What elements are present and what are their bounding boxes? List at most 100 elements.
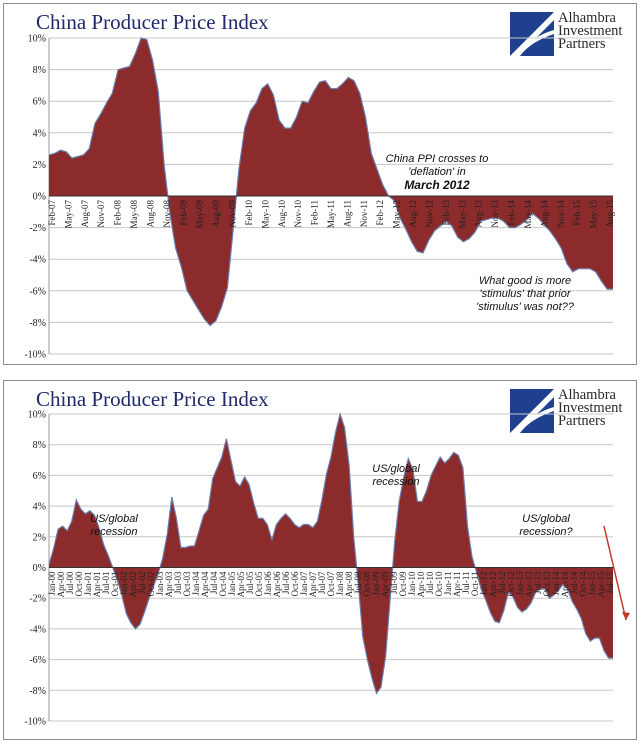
x-tick-label: Oct-13 [542, 571, 552, 596]
x-tick-label: Oct-07 [326, 571, 336, 596]
x-tick-label: Jan-13 [515, 571, 525, 595]
logo-text-line1: Alhambra [558, 10, 616, 26]
x-tick-label: Aug-08 [146, 200, 156, 228]
x-tick-label: Apr-12 [488, 572, 498, 598]
x-tick-label: Jul-08 [353, 571, 363, 594]
y-tick-label: -6% [29, 655, 46, 666]
x-tick-label: Jan-00 [47, 571, 57, 595]
x-tick-label: Oct-01 [110, 572, 120, 597]
x-tick-label: Jan-07 [299, 571, 309, 595]
x-tick-label: Nov-07 [96, 199, 106, 227]
ppi-line [48, 411, 613, 695]
x-tick-label: Apr-10 [416, 571, 426, 597]
trend-arrow [603, 525, 627, 621]
x-tick-label: Nov-13 [490, 199, 500, 227]
logo-text-line2: Investment [558, 400, 623, 416]
x-tick-label: May-08 [129, 200, 139, 229]
x-tick-label: Oct-03 [182, 571, 192, 596]
x-tick-label: Apr-11 [452, 572, 462, 597]
x-tick-label: Feb-07 [47, 200, 57, 226]
chart-panel-top: China Producer Price Index Alhambra Inve… [3, 3, 637, 365]
x-tick-label: Aug-13 [474, 199, 484, 227]
y-tick-label: 6% [33, 471, 46, 482]
x-tick-label: Apr-05 [236, 571, 246, 597]
x-tick-label: Oct-05 [254, 571, 264, 596]
x-tick-label: Feb-09 [178, 200, 188, 226]
y-tick-label: 10% [28, 410, 46, 421]
x-tick-label: Nov-12 [425, 200, 435, 228]
y-tick-label: 4% [33, 502, 46, 513]
x-tick-label: Apr-03 [164, 571, 174, 597]
y-tick-label: -8% [29, 318, 46, 329]
y-tick-label: -8% [29, 686, 46, 697]
annotation-deflation-text: China PPI crosses to 'deflation' in [385, 153, 489, 178]
x-tick-label: Aug-14 [539, 200, 549, 228]
x-tick-label: Jan-01 [83, 572, 93, 596]
x-tick-label: May-12 [392, 200, 402, 229]
x-tick-label: Apr-08 [344, 571, 354, 597]
y-tick-label: -4% [29, 255, 46, 266]
x-tick-label: Feb-11 [310, 200, 320, 225]
ppi-area [49, 414, 613, 694]
company-logo: Alhambra Investment Partners [510, 10, 635, 60]
y-tick-label: 0% [33, 563, 46, 574]
x-tick-label: May-10 [260, 200, 270, 229]
x-tick-label: Apr-04 [200, 571, 210, 597]
x-tick-label: Feb-10 [244, 199, 254, 225]
x-tick-label: Apr-06 [272, 571, 282, 597]
logo-text-line3: Partners [558, 36, 606, 52]
x-tick-label: Aug-07 [80, 199, 90, 227]
annotation-recession-2008: US/global recession [372, 463, 420, 488]
x-tick-label: Nov-08 [162, 200, 172, 228]
x-tick-label: Oct-09 [398, 571, 408, 596]
annotation-deflation: China PPI crosses to 'deflation' in Marc… [382, 153, 492, 193]
x-tick-label: Jan-11 [443, 572, 453, 596]
x-tick-label: Feb-15 [572, 200, 582, 226]
x-tick-label: Jul-12 [497, 572, 507, 595]
trend-arrow-head [622, 612, 630, 620]
x-tick-label: Aug-15 [605, 200, 615, 228]
chart-title: China Producer Price Index [36, 387, 269, 411]
y-tick-label: -2% [29, 223, 46, 234]
x-tick-label: Jul-04 [209, 571, 219, 594]
x-tick-label: Apr-00 [56, 571, 66, 597]
x-tick-label: Nov-14 [556, 200, 566, 228]
chart-panel-bottom: China Producer Price Index Alhambra Inve… [3, 380, 637, 740]
x-tick-label: Jan-08 [335, 571, 345, 595]
x-tick-label: Jan-15 [587, 571, 597, 595]
y-tick-label: 0% [33, 192, 46, 203]
x-tick-label: Nov-09 [228, 199, 238, 227]
x-tick-label: Apr-14 [560, 571, 570, 597]
x-tick-label: Oct-10 [434, 571, 444, 596]
x-tick-label: Oct-11 [470, 572, 480, 597]
x-tick-label: Jan-02 [119, 572, 129, 596]
x-tick-label: Jan-10 [407, 571, 417, 595]
ppi-area [49, 38, 613, 326]
annotation-deflation-date: March 2012 [404, 178, 470, 192]
x-tick-label: Apr-07 [308, 571, 318, 597]
x-tick-label: Aug-09 [211, 199, 221, 227]
y-tick-label: -2% [29, 594, 46, 605]
x-tick-label: Jan-12 [479, 572, 489, 596]
x-tick-label: Jul-00 [65, 571, 75, 594]
x-tick-label: Aug-10 [277, 200, 287, 228]
x-tick-label: Jul-03 [173, 571, 183, 594]
logo-mark-icon [510, 12, 554, 56]
x-tick-label: Jul-14 [569, 571, 579, 594]
y-tick-label: -10% [24, 717, 46, 728]
x-tick-label: Oct-06 [290, 571, 300, 596]
x-tick-label: Oct-04 [218, 571, 228, 596]
x-tick-label: Apr-02 [128, 572, 138, 598]
x-tick-label: Oct-14 [578, 571, 588, 596]
x-tick-label: Apr-13 [524, 571, 534, 597]
x-tick-label: Aug-12 [408, 200, 418, 228]
y-tick-label: -6% [29, 286, 46, 297]
x-tick-label: Jan-04 [191, 571, 201, 595]
x-tick-label: Feb-12 [375, 200, 385, 226]
x-tick-label: Oct-08 [362, 571, 372, 596]
x-tick-label: Oct-12 [506, 572, 516, 597]
x-tick-label: May-14 [523, 199, 533, 228]
chart-title: China Producer Price Index [36, 10, 269, 34]
x-tick-label: Jul-09 [389, 571, 399, 594]
x-tick-label: Jan-14 [551, 571, 561, 595]
